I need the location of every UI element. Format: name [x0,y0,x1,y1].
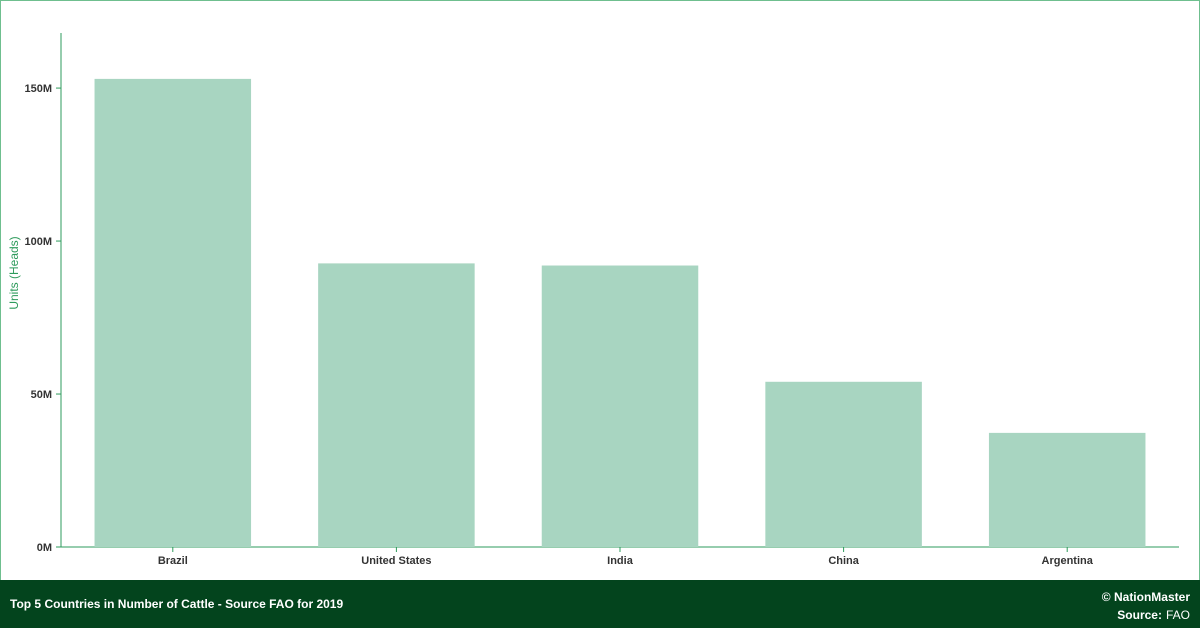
x-axis: Brazil United States India China Argentina [61,546,1179,567]
bar[interactable] [94,78,252,548]
bar[interactable] [765,381,922,547]
footer-credits: © NationMaster Source: FAO [1102,588,1190,624]
x-tick-label: Brazil [158,555,188,567]
y-tick-label: 150M [24,83,52,95]
source-value: FAO [1165,608,1190,622]
y-axis: 0M 50M 100M 150M [24,33,62,554]
source-line: Source: FAO [1102,606,1190,624]
bar[interactable] [988,432,1146,547]
chart-title: Top 5 Countries in Number of Cattle - So… [10,597,344,611]
y-tick-label: 0M [37,542,52,554]
y-tick-label: 50M [31,389,52,401]
bars [94,78,1146,548]
x-tick-label: India [607,555,634,567]
y-axis-label: Units (Heads) [7,236,21,309]
bar-chart: 0M 50M 100M 150M Brazil United States India Ch… [7,33,1179,567]
copyright-text: © NationMaster [1101,590,1190,604]
x-tick-label: China [828,555,859,567]
bar[interactable] [318,263,475,547]
source-label: Source: [1117,608,1162,622]
chart-frame: 0M 50M 100M 150M Brazil United States India Ch… [0,0,1200,581]
x-tick-label: United States [361,555,431,567]
x-tick-label: Argentina [1042,555,1094,567]
bar[interactable] [541,265,699,547]
footer-bar: Top 5 Countries in Number of Cattle - So… [0,580,1200,628]
y-tick-label: 100M [24,236,52,248]
